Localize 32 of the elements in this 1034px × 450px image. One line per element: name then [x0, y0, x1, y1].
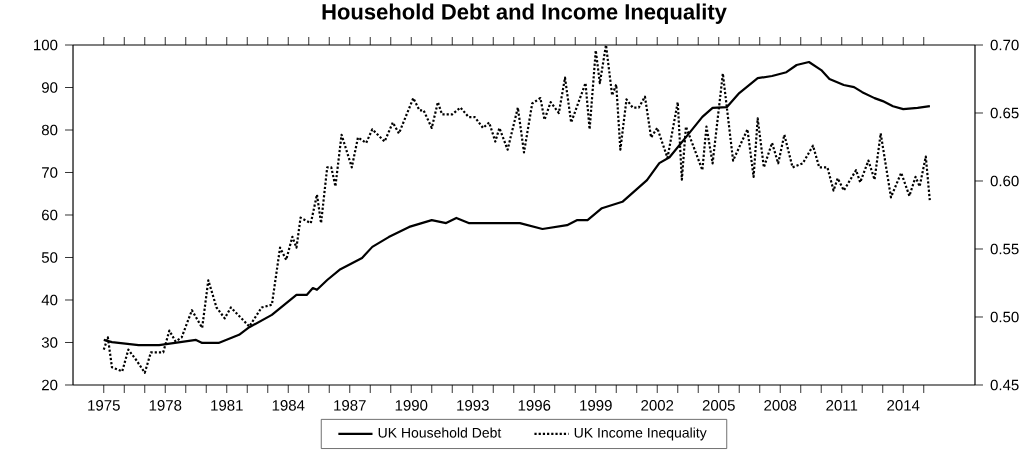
y-tick-label: 50 [41, 252, 58, 263]
y-tick-label: 90 [41, 82, 58, 93]
chart-title: Household Debt and Income Inequality [322, 3, 727, 24]
x-tick-label: 2002 [641, 400, 674, 411]
x-tick-label: 1999 [580, 400, 612, 411]
y2-tick-label: 0.70 [990, 39, 1019, 51]
x-tick-label: 1996 [518, 400, 551, 411]
y2-tick-label: 0.65 [990, 107, 1019, 119]
x-tick-label: 1987 [334, 400, 366, 411]
x-tick-label: 1978 [149, 400, 182, 411]
legend-label: UK Household Debt [378, 427, 502, 438]
y2-tick-label: 0.60 [990, 175, 1019, 187]
x-tick-label: 2014 [887, 400, 920, 411]
x-tick-label: 1990 [395, 400, 428, 411]
x-tick-label: 1984 [272, 400, 305, 411]
y-tick-label: 30 [41, 337, 58, 348]
x-tick-label: 2011 [826, 400, 858, 411]
x-tick-label: 2008 [764, 400, 797, 411]
x-tick-label: 1975 [88, 400, 120, 411]
y2-tick-label: 0.45 [990, 379, 1019, 391]
y2-tick-label: 0.55 [990, 243, 1019, 255]
y-tick-label: 80 [41, 124, 58, 136]
y-tick-label: 40 [41, 294, 58, 306]
y2-tick-label: 0.50 [990, 311, 1019, 323]
y-tick-label: 20 [42, 379, 58, 391]
y-tick-label: 100 [34, 39, 58, 51]
x-tick-label: 1981 [211, 400, 243, 411]
legend-label: UK Income Inequality [574, 427, 707, 441]
x-tick-label: 2005 [702, 400, 735, 411]
y-tick-label: 70 [42, 167, 58, 178]
x-tick-label: 1993 [457, 400, 489, 411]
y-tick-label: 60 [42, 209, 58, 221]
